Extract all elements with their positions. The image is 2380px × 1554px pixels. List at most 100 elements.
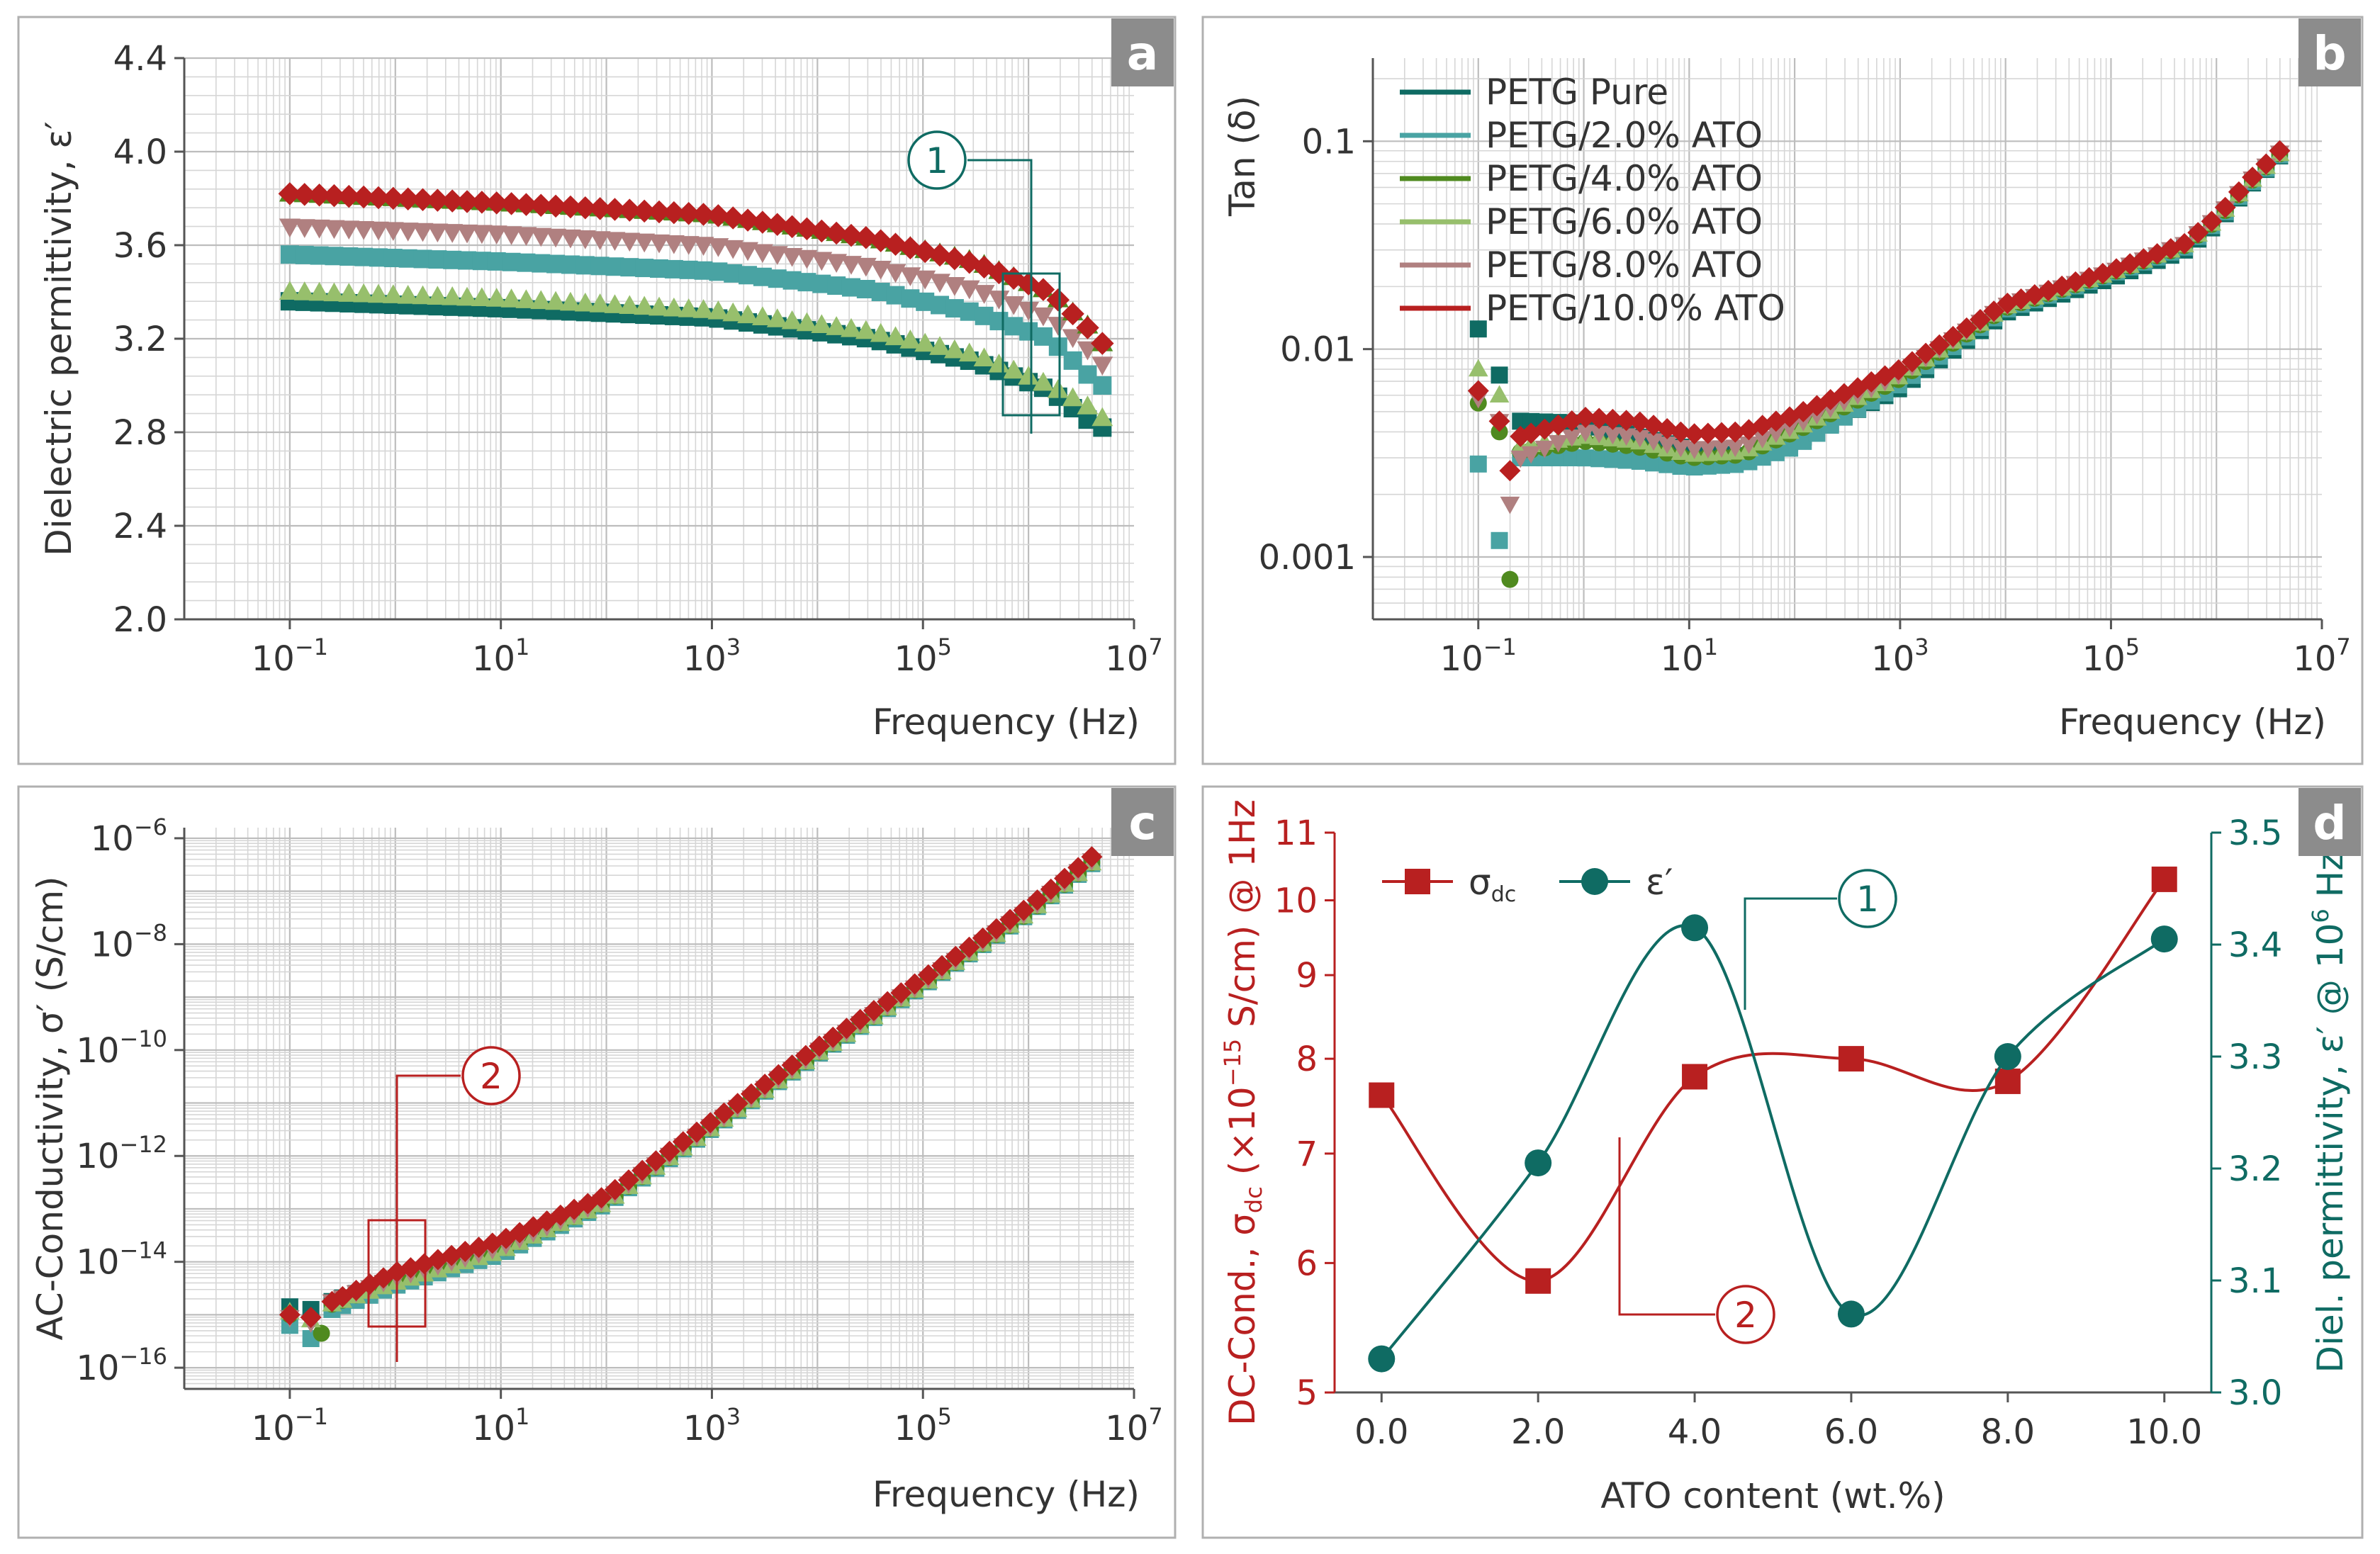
data-point: [1682, 1064, 1708, 1090]
data-point: [707, 300, 729, 320]
y-axis-title: AC-Conductivity, σ′ (S/cm): [30, 876, 71, 1340]
x-tick-label: 103: [1871, 634, 1929, 679]
data-point: [1994, 1043, 2021, 1070]
y-tick-label: 10−14: [76, 1237, 167, 1283]
data-point: [1026, 889, 1048, 911]
x-tick-label: 103: [683, 1403, 741, 1448]
x-tick-label-exp: 7: [2336, 634, 2350, 660]
data-point: [722, 240, 744, 259]
data-point: [1780, 420, 1800, 438]
x-tick-label-exp: 1: [1704, 634, 1718, 660]
data-point: [1725, 439, 1746, 457]
data-point: [917, 964, 939, 986]
series-ato8: [279, 218, 1113, 376]
y-tick-label: 0.1: [1302, 122, 1356, 162]
y-tick-label: 4.4: [113, 39, 167, 79]
y-tick-label-exp: −16: [119, 1343, 167, 1370]
data-point: [396, 187, 420, 211]
y-axis-right-title: Diel. permittivity, ε′ @ 106 Hz: [2307, 852, 2351, 1373]
data-point: [1077, 341, 1099, 361]
panel-a-badge: a: [1111, 18, 1174, 86]
data-point: [1499, 460, 1521, 482]
data-point: [1739, 436, 1759, 454]
y-tick-label: 10−10: [76, 1025, 167, 1071]
yr-part1: Diel. permittivity, ε′ @ 10: [2310, 923, 2351, 1373]
data-point: [863, 1000, 885, 1022]
series-ato2: [280, 245, 1112, 395]
data-point: [1062, 387, 1084, 407]
data-point: [618, 198, 641, 222]
data-point: [721, 206, 745, 230]
data-point: [279, 1304, 301, 1326]
data-point: [945, 945, 967, 967]
data-point: [1018, 366, 1040, 385]
legend-label: PETG/4.0% ATO: [1486, 158, 1763, 199]
legend-label-eps: ε′: [1646, 862, 1673, 903]
x-tick-label: 101: [472, 634, 529, 679]
y-tick-label-exp: −10: [119, 1025, 167, 1052]
data-point: [766, 308, 788, 327]
data-point: [943, 339, 965, 359]
x-axis-title: Frequency (Hz): [872, 702, 1140, 743]
data-point: [768, 1064, 790, 1086]
data-point: [841, 317, 862, 337]
callout-2-circle: [1716, 1285, 1775, 1344]
series-ato10: [278, 182, 1114, 355]
y-tick-label-base: 10: [76, 1349, 119, 1388]
panel-a-badge-text: a: [1127, 26, 1159, 81]
data-point: [1684, 441, 1705, 459]
data-point: [824, 221, 848, 245]
data-point: [485, 288, 507, 307]
data-point: [573, 196, 597, 220]
data-point: [972, 927, 994, 949]
x-tick-label-base: 10: [252, 639, 295, 679]
y-tick-label: 4.0: [113, 133, 167, 172]
y-tick-label-base: 10: [76, 1243, 119, 1283]
panel-b-badge-text: b: [2313, 26, 2346, 81]
y-left-tick-label: 5: [1296, 1373, 1318, 1413]
x-tick-label: 101: [1661, 634, 1718, 679]
data-point: [1468, 359, 1488, 377]
data-point: [352, 185, 376, 209]
data-point: [1994, 1068, 2021, 1094]
data-point: [1525, 1268, 1551, 1294]
data-point: [1589, 426, 1609, 444]
data-point: [381, 186, 405, 210]
data-point: [426, 188, 449, 212]
data-point: [1500, 496, 1520, 514]
data-point: [1915, 342, 1937, 364]
data-point: [890, 982, 912, 1004]
data-point: [649, 296, 670, 316]
data-point: [604, 232, 626, 252]
data-point: [1469, 320, 1487, 338]
data-point: [1076, 316, 1099, 339]
data-point: [1491, 423, 1508, 441]
x-tick-label-base: 10: [472, 1409, 515, 1448]
data-point: [1054, 867, 1076, 889]
x-tick-label: 105: [894, 634, 952, 679]
data-point: [588, 197, 612, 220]
data-point: [471, 287, 493, 307]
data-point: [1047, 379, 1069, 398]
x-tick-label-base: 10: [2082, 639, 2126, 679]
data-point: [1018, 301, 1040, 321]
data-point: [1467, 380, 1489, 402]
y-left-tick-label: 11: [1274, 813, 1318, 853]
data-point: [1602, 408, 1624, 430]
panel-c-plot: 10−1 101 103 105 10710−1610−1410−1210−1010−8…: [30, 813, 1163, 1515]
data-point: [366, 186, 391, 210]
data-point: [726, 1093, 748, 1115]
x-tick-label-base: 10: [252, 1409, 295, 1448]
y-right-tick-label: 3.5: [2228, 813, 2282, 853]
data-point: [1615, 410, 1637, 432]
data-point: [1681, 914, 1709, 942]
x-axis-title: ATO content (wt.%): [1600, 1475, 1945, 1516]
data-point: [1040, 878, 1062, 900]
y-axis-title: Tan (δ): [1222, 96, 1263, 217]
data-point: [1091, 332, 1114, 355]
callout-1-leader: [1744, 897, 1837, 1010]
data-point: [1901, 351, 1923, 373]
data-point: [973, 285, 995, 304]
data-point: [1588, 407, 1610, 429]
data-point: [1698, 441, 1718, 458]
